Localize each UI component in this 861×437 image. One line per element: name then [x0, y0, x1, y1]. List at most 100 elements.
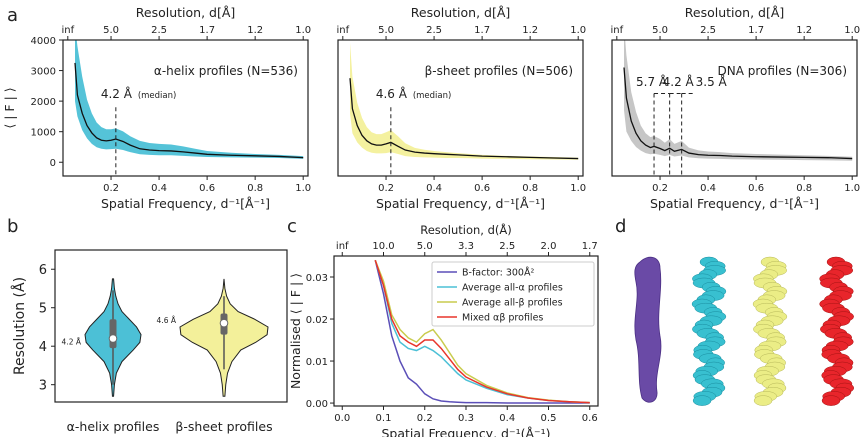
plot-area	[74, 40, 304, 159]
violin-median-dot	[219, 318, 229, 328]
x-tick-label: 0.8	[247, 183, 263, 194]
helix-bump	[753, 395, 773, 406]
top-tick-label: 1.7	[199, 25, 215, 36]
x-axis-label: Spatial Frequency, d⁻¹[Å⁻¹]	[376, 196, 545, 211]
dna-profile-plot: 0.2 0.4 0.6 0.8 1.0 inf 5.0 2.5 1.7 1.2 1.0 Resolut…	[610, 5, 860, 211]
x-tick-label: 0.2	[378, 183, 394, 194]
top-tick-label: 2.5	[499, 241, 515, 252]
top-tick-label: 5.0	[378, 25, 394, 36]
top-axis-label: Resolution, d[Å]	[136, 5, 236, 20]
top-tick-label: inf	[336, 25, 349, 36]
median-marker-label: 4.6 Å	[376, 86, 408, 101]
x-tick-label: 1.0	[570, 183, 586, 194]
violin-iqr-box	[109, 319, 117, 349]
legend: B-factor: 300Å² Average all-α profiles Ave…	[431, 261, 595, 327]
plot-area	[349, 43, 579, 160]
top-tick-label: 2.5	[151, 25, 167, 36]
y-tick-label: 3	[39, 379, 47, 394]
top-tick-label: 1.7	[582, 241, 598, 252]
alpha-model	[691, 256, 727, 406]
x-tick-label: 0.2	[652, 183, 668, 194]
series-line	[374, 259, 590, 404]
top-axis-label: Resolution, d(Å)	[420, 222, 512, 237]
x-tick-label: 0.5	[541, 413, 557, 424]
y-tick-label: 0.01	[306, 357, 328, 368]
top-tick-label: 2.0	[541, 241, 557, 252]
std-band	[624, 40, 853, 161]
x-tick-label: 0.3	[458, 413, 474, 424]
dna-marker-label: 3.5 Å	[696, 74, 728, 89]
plot-area	[623, 40, 853, 161]
x-tick-label: 0.6	[582, 413, 598, 424]
y-tick-label: 3000	[31, 67, 56, 78]
x-tick-label: 0.4	[426, 183, 442, 194]
panel-label-c: c	[287, 216, 297, 237]
y-tick-label: 2000	[31, 97, 56, 108]
top-tick-label: 1.7	[748, 25, 764, 36]
x-tick-label: 1.0	[295, 183, 311, 194]
x-axis-label: Spatial Frequency, d⁻¹[Å⁻¹]	[101, 196, 270, 211]
helix-bump	[692, 395, 712, 406]
std-band	[75, 40, 304, 159]
median-marker-label: 4.2 Å	[101, 86, 133, 101]
top-tick-label: inf	[61, 25, 74, 36]
x-tick-label: 0.2	[103, 183, 119, 194]
structure-models	[634, 256, 855, 406]
y-axis-label: ⟨ | F | ⟩	[2, 87, 17, 128]
x-tick-label: 1.0	[844, 183, 860, 194]
violin-median-dot	[108, 334, 118, 343]
median-note: (median)	[413, 91, 452, 101]
panel-label-d: d	[615, 216, 626, 237]
sheet-profile-plot: 0.2 0.4 0.6 0.8 1.0 inf 5.0 2.5 1.7 1.2 1.0 Resolut…	[336, 5, 586, 211]
y-tick-label: 0	[50, 158, 56, 169]
series-line	[374, 260, 590, 404]
x-tick-label: 0.6	[199, 183, 215, 194]
median-note: (median)	[138, 91, 177, 101]
top-tick-label: 10.0	[372, 241, 394, 252]
median-value-label: 4.6 Å	[157, 316, 177, 325]
profile-annotation: β-sheet profiles (N=506)	[425, 64, 573, 78]
y-tick-label: 0.00	[306, 399, 328, 410]
legend-label: Mixed αβ profiles	[462, 313, 543, 324]
mean-profile-line	[74, 62, 304, 159]
top-tick-label: inf	[336, 241, 349, 252]
top-tick-label: 2.5	[700, 25, 716, 36]
y-tick-label: 4000	[31, 36, 56, 47]
x-tick-label: 0.4	[151, 183, 167, 194]
top-tick-label: 2.5	[426, 25, 442, 36]
profile-annotation: α-helix profiles (N=536)	[154, 64, 298, 78]
x-tick-label: 0.6	[474, 183, 490, 194]
top-axis-label: Resolution, d[Å]	[411, 5, 511, 20]
plot-frame	[611, 39, 858, 177]
top-tick-label: 1.2	[522, 25, 538, 36]
x-tick-label: 0.0	[334, 413, 350, 424]
std-band	[350, 43, 579, 160]
bfactor-surface	[634, 256, 662, 403]
top-tick-label: inf	[610, 25, 623, 36]
legend-label: Average all-α profiles	[462, 283, 563, 294]
plot-frame	[62, 39, 309, 177]
violin-plot: 3 4 5 6 Resolution (Å) 4.2 Å α-helix profiles 4…	[11, 249, 288, 434]
x-tick-label: 0.8	[796, 183, 812, 194]
x-axis-label: Spatial Frequency, d⁻¹(Å⁻¹)	[382, 426, 551, 437]
y-tick-label: 1000	[31, 128, 56, 139]
top-tick-label: 5.0	[652, 25, 668, 36]
plot-area	[374, 259, 590, 404]
panel-label-b: b	[7, 216, 18, 237]
top-axis-label: Resolution, d[Å]	[685, 5, 785, 20]
x-tick-label: 0.6	[748, 183, 764, 194]
legend-box	[431, 261, 595, 327]
y-tick-label: 5	[39, 302, 47, 317]
x-tick-label: 0.4	[499, 413, 515, 424]
y-tick-label: 0.02	[306, 315, 328, 326]
top-tick-label: 1.0	[844, 25, 860, 36]
helix-bump	[821, 395, 841, 406]
mean-profile-line	[623, 67, 853, 160]
y-axis-label: Resolution (Å)	[11, 277, 28, 375]
dna-marker-label: 5.7 Å	[636, 74, 668, 89]
x-tick-label: 0.1	[376, 413, 392, 424]
top-tick-label: 3.3	[458, 241, 474, 252]
mixed-model	[819, 256, 855, 406]
x-tick-label: 0.2	[417, 413, 433, 424]
